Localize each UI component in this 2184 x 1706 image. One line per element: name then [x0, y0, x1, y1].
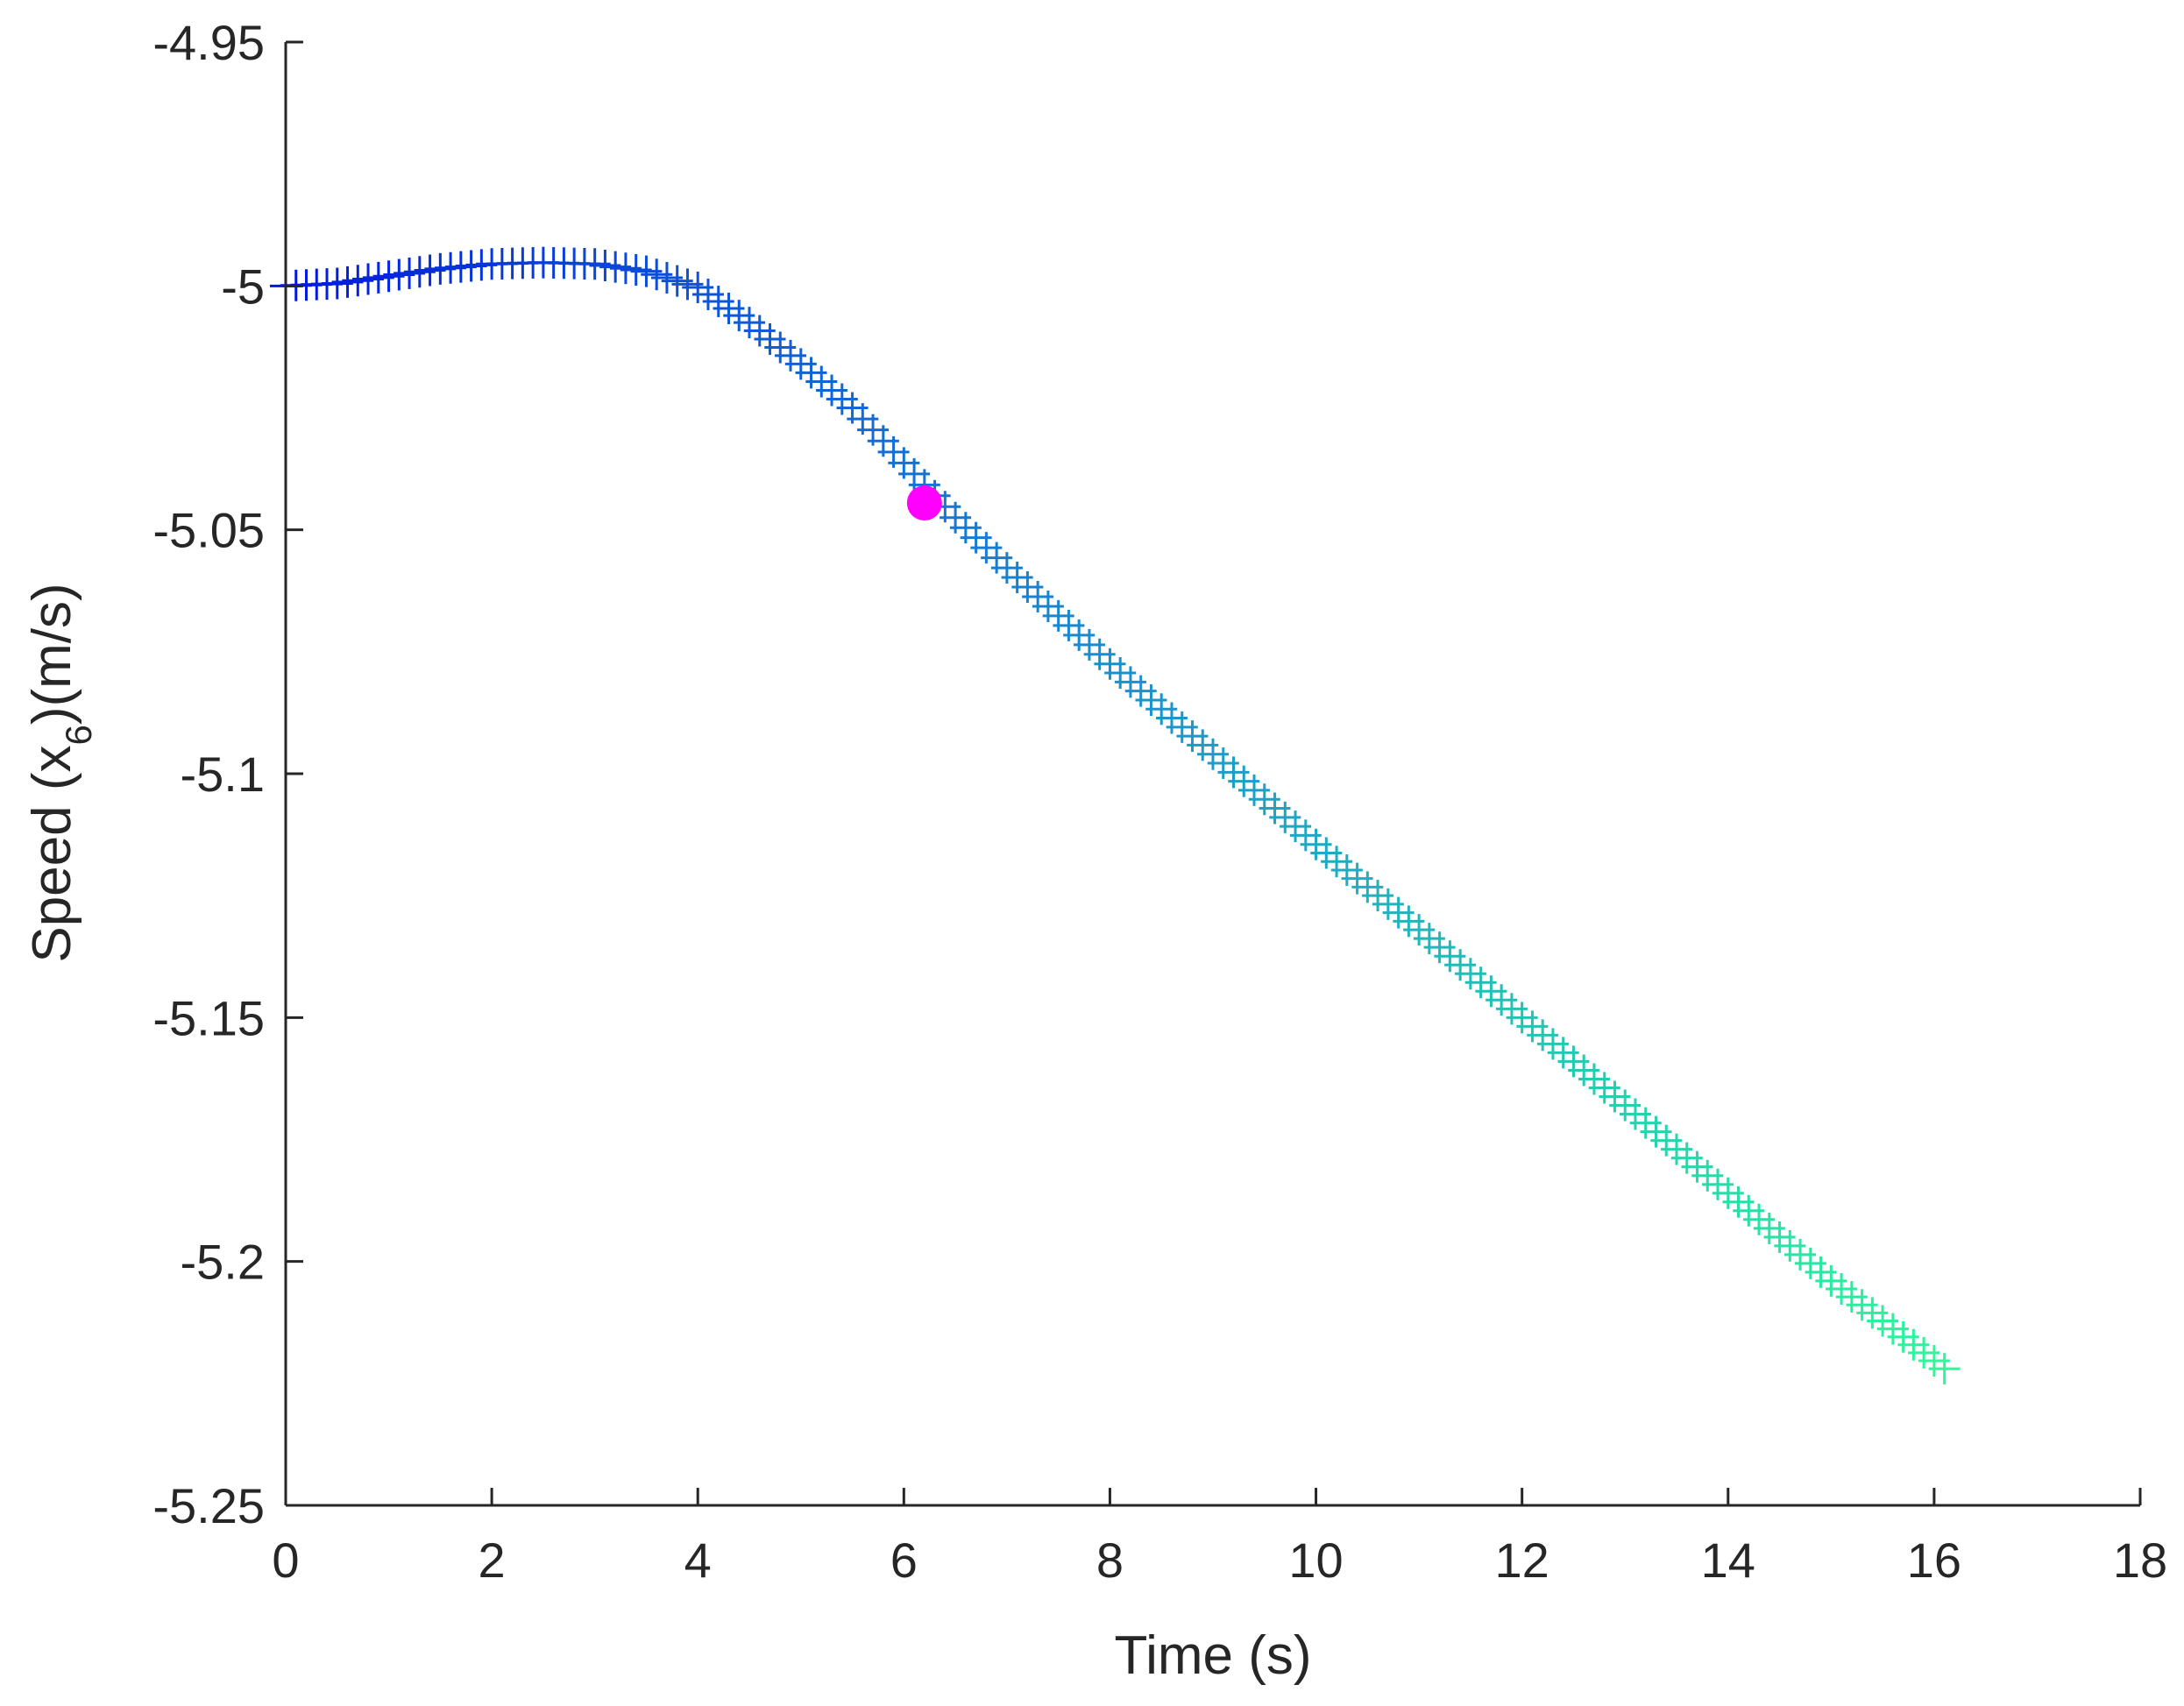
y-tick-label: -5 — [221, 258, 265, 314]
x-tick-label: 16 — [1907, 1533, 1961, 1588]
x-tick-label: 2 — [479, 1533, 506, 1588]
axes — [284, 40, 2142, 1507]
x-tick-label: 8 — [1096, 1533, 1124, 1588]
tick-labels: 0 2 4 6 8 10 12 14 16 18 -4.95 -5 -5.05 -5.1 -5.15 -5.2… — [152, 15, 2167, 1588]
y-tick-label: -5.2 — [181, 1235, 266, 1290]
y-tick-label: -5.05 — [152, 503, 265, 558]
y-tick-label: -4.95 — [152, 15, 265, 70]
highlight-point — [906, 485, 942, 521]
data-marker — [1928, 1353, 1961, 1385]
x-tick-label: 18 — [2113, 1533, 2167, 1588]
x-axis-label: Time (s) — [1115, 1625, 1312, 1686]
x-tick-label: 12 — [1495, 1533, 1549, 1588]
y-tick-label: -5.15 — [152, 990, 265, 1045]
x-tick-label: 10 — [1288, 1533, 1343, 1588]
x-tick-label: 4 — [684, 1533, 712, 1588]
y-tick-label: -5.1 — [181, 747, 266, 802]
y-tick-label: -5.25 — [152, 1478, 265, 1533]
y-axis-label-prefix: Speed (x — [22, 746, 82, 963]
data-series-markers — [270, 246, 1961, 1385]
y-axis-label-subscript: 6 — [58, 725, 99, 745]
x-tick-label: 6 — [890, 1533, 918, 1588]
highlight-point-group — [906, 485, 942, 521]
y-axis-label-suffix: )(m/s) — [22, 583, 82, 725]
x-tick-label: 14 — [1701, 1533, 1755, 1588]
y-axis-label: Speed (x6)(m/s) — [22, 583, 99, 962]
x-tick-label: 0 — [272, 1533, 299, 1588]
